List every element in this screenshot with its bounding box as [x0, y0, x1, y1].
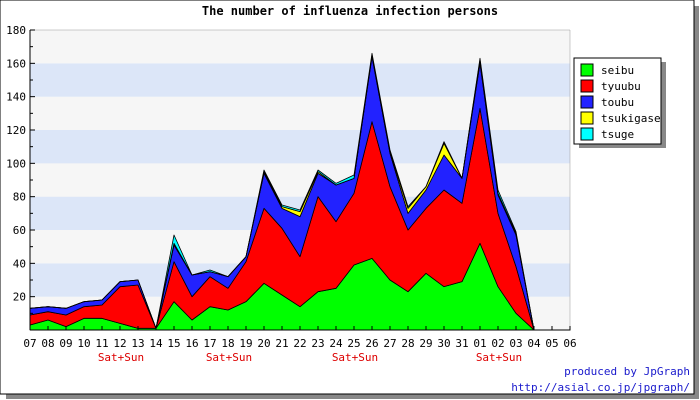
- y-tick-label: 40: [13, 257, 26, 270]
- x-tick-label: 04: [527, 337, 541, 350]
- x-tick-label: 12: [113, 337, 126, 350]
- weekend-label: Sat+Sun: [476, 351, 522, 364]
- x-tick-label: 07: [23, 337, 36, 350]
- legend-swatch-tyuubu: [580, 79, 594, 93]
- x-tick-labels: 07 08 09 10 11 12 13 14 15 16 17 18 19 20 21 22 23 24 25 26…: [23, 337, 576, 350]
- weekend-label: Sat+Sun: [206, 351, 252, 364]
- x-tick-label: 27: [383, 337, 396, 350]
- y-tick-label: 180: [6, 24, 26, 37]
- legend-label-tyuubu: tyuubu: [601, 80, 641, 93]
- x-tick-label: 28: [401, 337, 414, 350]
- x-tick-label: 29: [419, 337, 432, 350]
- legend-swatch-tsukigase: [580, 111, 594, 125]
- x-tick-label: 08: [41, 337, 54, 350]
- weekend-labels: Sat+Sun Sat+Sun Sat+Sun Sat+Sun: [98, 351, 522, 364]
- x-tick-label: 13: [131, 337, 144, 350]
- y-tick-label: 20: [13, 291, 26, 304]
- x-tick-label: 11: [95, 337, 108, 350]
- x-tick-label: 10: [77, 337, 90, 350]
- x-tick-label: 16: [185, 337, 198, 350]
- x-tick-label: 26: [365, 337, 378, 350]
- legend-label-seibu: seibu: [601, 64, 634, 77]
- x-tick-label: 09: [59, 337, 72, 350]
- x-tick-label: 17: [203, 337, 216, 350]
- legend-items: seibu tyuubu toubu tsukigase tsuge: [580, 63, 661, 141]
- legend-swatch-seibu: [580, 63, 594, 77]
- x-tick-label: 06: [563, 337, 576, 350]
- credit-url: http://asial.co.jp/jpgraph/: [511, 381, 690, 394]
- x-tick-label: 18: [221, 337, 234, 350]
- legend-swatch-toubu: [580, 95, 594, 109]
- x-tick-label: 25: [347, 337, 360, 350]
- legend-label-toubu: toubu: [601, 96, 634, 109]
- legend-swatch-tsuge: [580, 127, 594, 141]
- legend-label-tsukigase: tsukigase: [601, 112, 661, 125]
- grid-band: [30, 30, 570, 64]
- weekend-label: Sat+Sun: [332, 351, 378, 364]
- legend: seibu tyuubu toubu tsukigase tsuge: [573, 57, 666, 148]
- x-tick-label: 20: [257, 337, 270, 350]
- x-tick-label: 19: [239, 337, 252, 350]
- axes: [29, 29, 571, 331]
- legend-label-tsuge: tsuge: [601, 128, 634, 141]
- y-tick-label: 100: [6, 157, 26, 170]
- x-tick-label: 22: [293, 337, 306, 350]
- x-tick-label: 31: [455, 337, 468, 350]
- y-tick-label: 140: [6, 91, 26, 104]
- y-tick-label: 60: [13, 224, 26, 237]
- x-tick-label: 05: [545, 337, 558, 350]
- x-tick-label: 23: [311, 337, 324, 350]
- y-tick-label: 120: [6, 124, 26, 137]
- x-tick-label: 24: [329, 337, 343, 350]
- y-tick-labels: 20 40 60 80 100 120 140 160 180: [6, 24, 26, 304]
- x-tick-label: 01: [473, 337, 486, 350]
- x-tick-label: 03: [509, 337, 522, 350]
- x-tick-label: 30: [437, 337, 450, 350]
- y-tick-label: 160: [6, 57, 26, 70]
- x-tick-label: 02: [491, 337, 504, 350]
- credit-line: produced by JpGraph: [564, 365, 690, 378]
- x-tick-label: 14: [149, 337, 163, 350]
- x-tick-label: 15: [167, 337, 180, 350]
- chart-title: The number of influenza infection person…: [202, 4, 498, 18]
- weekend-label: Sat+Sun: [98, 351, 144, 364]
- y-tick-label: 80: [13, 191, 26, 204]
- grid-band: [30, 63, 570, 97]
- x-tick-label: 21: [275, 337, 288, 350]
